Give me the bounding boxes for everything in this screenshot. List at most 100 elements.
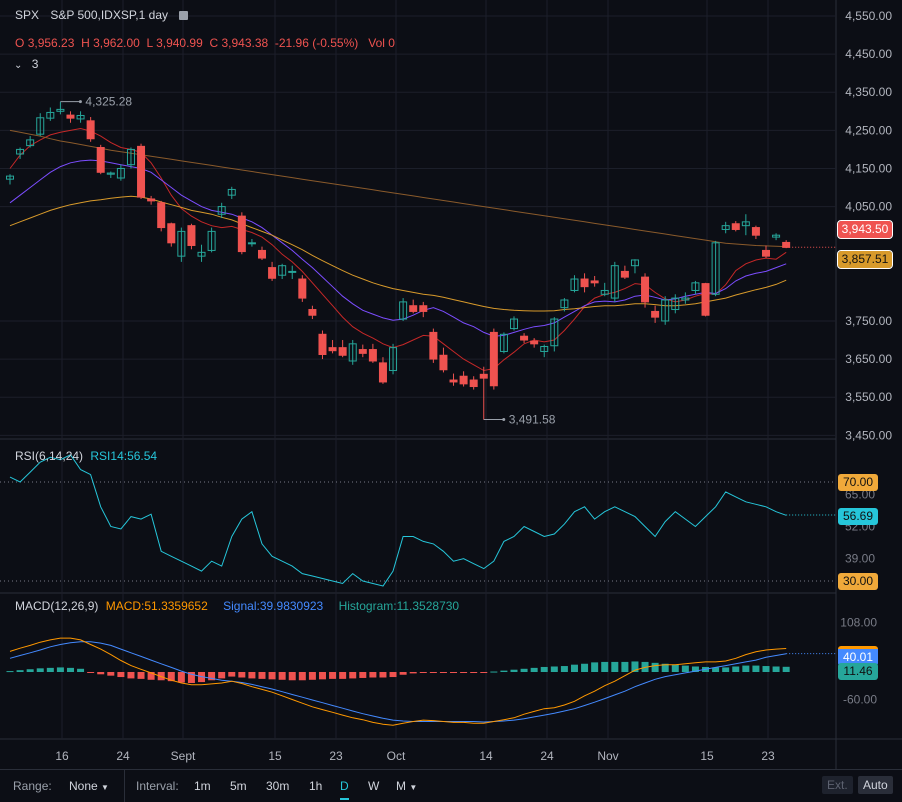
indicators-count: 3: [31, 57, 39, 71]
interval-d[interactable]: D: [340, 779, 349, 800]
candle-down: [268, 267, 277, 279]
interval-1h[interactable]: 1h: [309, 779, 323, 793]
candle-down: [157, 202, 166, 229]
candle-up: [116, 167, 125, 179]
candle-up: [247, 242, 256, 245]
auto-scale-button[interactable]: Auto: [858, 776, 893, 794]
x-tick-label: 24: [116, 749, 130, 763]
y-tick-label: 4,450.00: [845, 47, 892, 61]
high-annotation: 4,325.28: [85, 95, 132, 109]
histogram-bar: [66, 667, 74, 672]
candle-down: [590, 280, 599, 284]
histogram-bar: [97, 672, 105, 675]
candle-down: [328, 347, 337, 352]
histogram-bar: [6, 671, 14, 673]
histogram-bar: [762, 666, 770, 672]
candle-up: [499, 333, 508, 352]
candle-down: [530, 340, 539, 345]
histogram-value: Histogram:11.3528730: [338, 599, 460, 613]
macd-line: [9, 637, 787, 726]
interval-w[interactable]: W: [368, 779, 380, 793]
candle-down: [489, 331, 498, 387]
histogram-bar: [419, 672, 427, 673]
candle-up: [560, 299, 569, 309]
bottom-toolbar: Range: None ▼ Interval: 1m 5m 30m 1h D W…: [0, 769, 902, 802]
rsi-last-label: 56.69: [838, 508, 878, 525]
candle-up: [510, 318, 518, 330]
histogram-bar: [490, 671, 498, 673]
low-label: L: [146, 36, 153, 50]
candle-down: [147, 198, 156, 202]
candle-down: [96, 147, 105, 173]
toolbar-divider: [124, 770, 125, 802]
rsi-level-30-label: 30.00: [838, 573, 878, 590]
macd-legend[interactable]: MACD(12,26,9) MACD:51.3359652 Signal:39.…: [15, 599, 459, 613]
histogram-bar: [691, 666, 699, 672]
candle-up: [772, 234, 781, 238]
histogram-bar: [127, 672, 135, 679]
histogram-bar: [722, 667, 730, 672]
histogram-bar: [631, 661, 639, 672]
histogram-bar: [187, 672, 195, 683]
candle-down: [429, 331, 438, 360]
interval-30m[interactable]: 30m: [266, 779, 290, 793]
histogram-bar: [510, 669, 518, 672]
candle-up: [721, 225, 730, 230]
candle-up: [550, 318, 559, 347]
macd-y-tick: -60.00: [843, 692, 877, 706]
candle-up: [76, 114, 85, 120]
rsi-line: [9, 454, 787, 587]
symbol-description: S&P 500,IDXSP,1 day: [50, 8, 168, 22]
candle-up: [46, 111, 55, 119]
candle-up: [217, 206, 226, 215]
candle-up: [106, 172, 115, 175]
interval-5m[interactable]: 5m: [230, 779, 247, 793]
rsi-title: RSI(6,14,24): [15, 449, 84, 463]
volume-value: 0: [388, 36, 395, 50]
interval-m[interactable]: M ▼: [396, 779, 417, 793]
candle-up: [711, 242, 720, 295]
macd-title: MACD(12,26,9): [15, 599, 99, 613]
histogram-bar: [389, 672, 397, 678]
indicators-toggle[interactable]: ⌄ 3: [14, 57, 38, 71]
candle-down: [459, 375, 468, 385]
open-value: 3,956.23: [27, 36, 75, 50]
signal-line: [9, 641, 787, 723]
histogram-bar: [16, 670, 24, 672]
histogram-bar: [671, 664, 679, 672]
range-select[interactable]: None ▼: [69, 779, 109, 793]
histogram-bar: [56, 667, 64, 672]
candle-up: [278, 265, 287, 276]
low-annotation: 3,491.58: [509, 412, 556, 426]
candle-up: [36, 117, 45, 135]
interval-1m[interactable]: 1m: [194, 779, 211, 793]
histogram-bar: [359, 672, 367, 678]
x-tick-label: 16: [55, 749, 69, 763]
histogram-bar: [450, 672, 458, 673]
y-tick-label: 3,650.00: [845, 352, 892, 366]
extended-hours-button[interactable]: Ext.: [822, 776, 853, 794]
symbol-legend[interactable]: SPX S&P 500,IDXSP,1 day: [15, 8, 189, 22]
histogram-bar: [429, 672, 437, 673]
candle-up: [26, 139, 35, 147]
histogram-bar: [540, 666, 548, 672]
change-value: -21.96 (-0.55%): [274, 36, 359, 50]
candle-down: [378, 362, 387, 383]
candle-up: [348, 343, 357, 362]
histogram-bar: [117, 672, 125, 678]
low-value: 3,940.99: [156, 36, 203, 50]
rsi-legend[interactable]: RSI(6,14,24) RSI14:56.54: [15, 449, 157, 463]
histogram-bar: [167, 672, 175, 682]
x-tick-label: Nov: [597, 749, 618, 763]
histogram-bar: [329, 672, 337, 679]
candle-down: [358, 349, 367, 354]
candle-up: [56, 108, 65, 112]
histogram-bar: [591, 662, 599, 672]
histogram-bar: [621, 661, 629, 672]
candle-down: [258, 249, 266, 259]
ma-price-label: 3,857.51: [837, 250, 893, 269]
candle-down: [439, 354, 448, 371]
legend-menu-icon[interactable]: [179, 11, 189, 20]
candle-down: [751, 227, 760, 236]
